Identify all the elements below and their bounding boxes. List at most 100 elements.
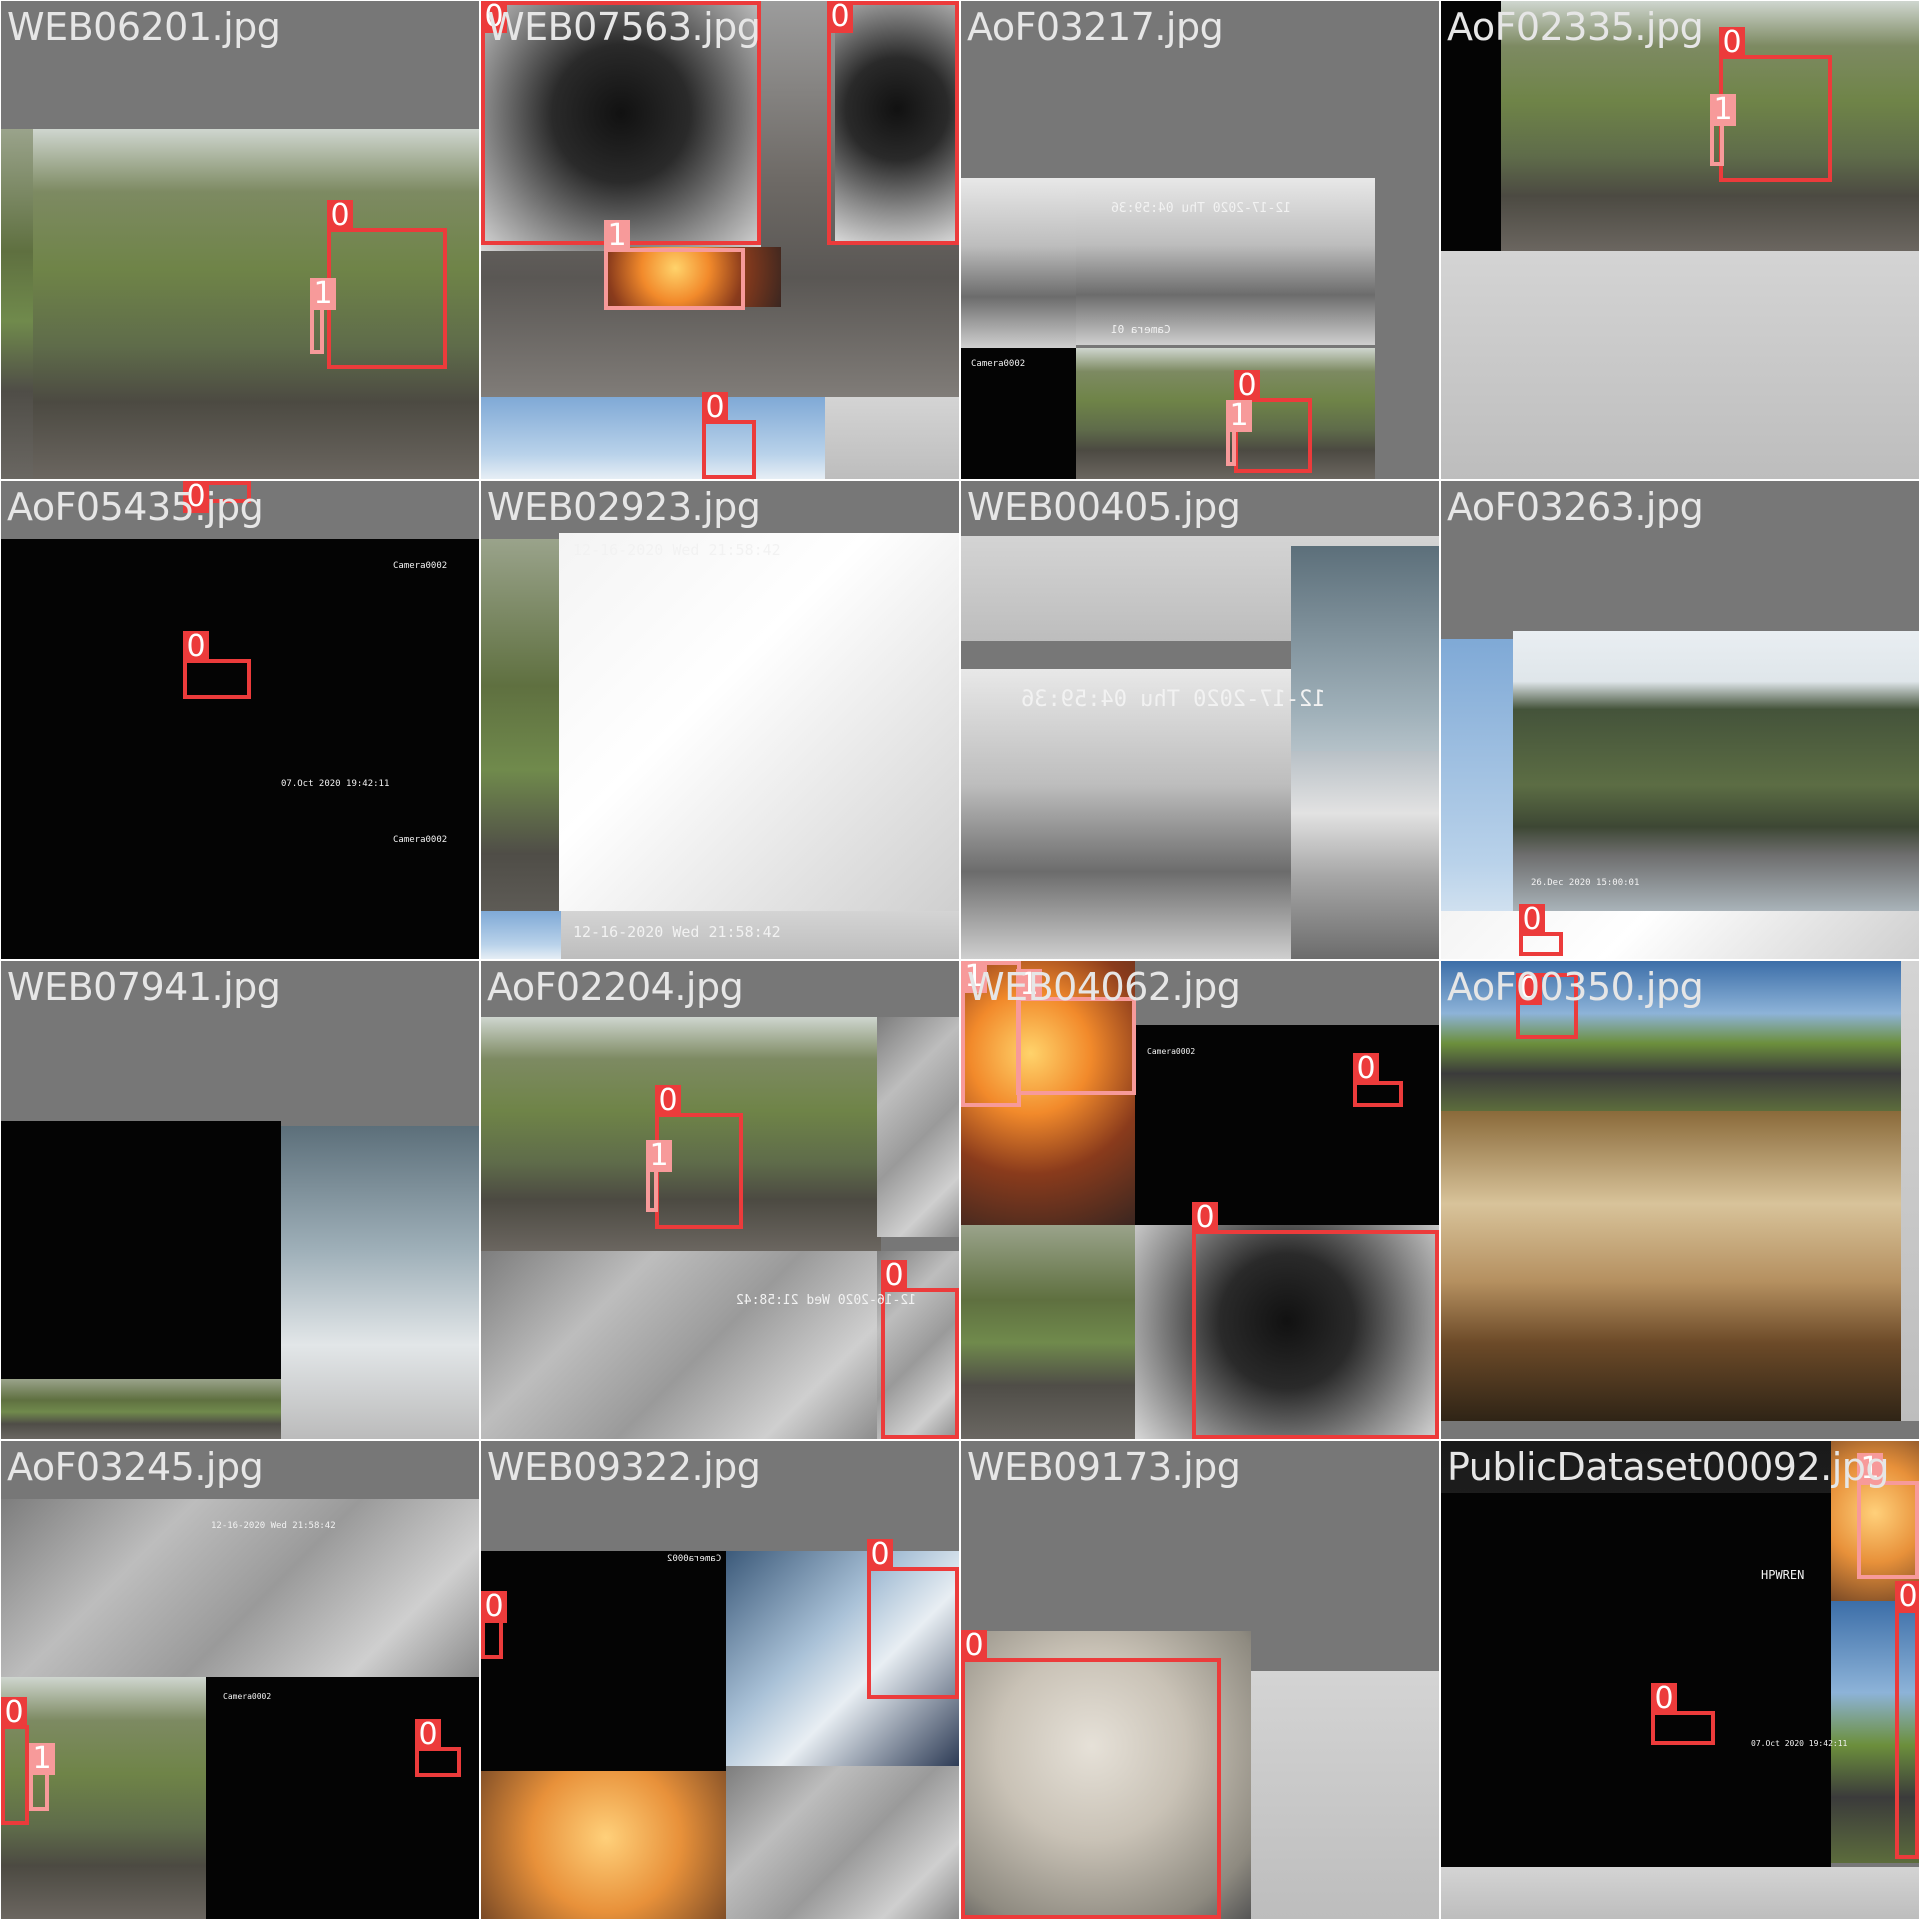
class-label-tag: 1 (604, 220, 630, 252)
class-label-tag: 1 (29, 1743, 55, 1775)
class-label-tag: 1 (1857, 1453, 1883, 1485)
class-label-tag: 0 (1895, 1581, 1919, 1613)
camera-overlay-text: HPWREN (1761, 1568, 1805, 1582)
image-filename-label: WEB04062.jpg (967, 965, 1241, 1009)
image-filename-label: PublicDataset00092.jpg (1447, 1445, 1890, 1489)
photo-crop (1, 129, 479, 479)
class-label-tag: 0 (867, 1539, 893, 1571)
photo-crop (1076, 178, 1375, 345)
photo-crop (1441, 1, 1501, 251)
photo-crop (961, 1631, 1251, 1919)
photo-crop (1441, 251, 1919, 479)
mosaic-tile: 12-16-2020 Wed 21:58:42 Camera0002 0 1 0 AoF0… (1, 1441, 479, 1919)
class-label-tag: 0 (1516, 973, 1542, 1005)
image-filename-label: WEB02923.jpg (487, 485, 761, 529)
camera-overlay-text: 12-16-2020 Wed 21:58:42 (573, 541, 781, 559)
mosaic-tile: WEB07941.jpg (1, 961, 479, 1439)
detection-box-class-0: 0 (1519, 904, 1563, 956)
photo-crop (1441, 1111, 1919, 1421)
photo-crop (605, 247, 781, 307)
camera-overlay-text: 12-17-2020 Thu 04:59:36 (1021, 687, 1326, 712)
class-label-tag: 1 (1710, 94, 1736, 126)
camera-overlay-text: 07.Oct 2020 19:42:11 (1751, 1739, 1848, 1748)
class-label-tag: 0 (655, 1085, 681, 1117)
mosaic-tile: Camera0002 1 1 0 0 WEB04062.jpg (961, 961, 1439, 1439)
camera-overlay-text: 12-16-2020 Wed 21:58:42 (736, 1293, 917, 1308)
photo-crop (1441, 1493, 1831, 1867)
mosaic-tile: 0 1 WEB06201.jpg (1, 1, 479, 479)
photo-crop (1, 1499, 479, 1677)
class-label-tag: 1 (310, 278, 336, 310)
image-filename-label: WEB06201.jpg (7, 5, 281, 49)
photo-crop (1831, 1601, 1919, 1863)
detection-box-class-0: 0 (1353, 1053, 1403, 1107)
mosaic-tile: 0 1 AoF02335.jpg (1441, 1, 1919, 479)
photo-crop (726, 1551, 959, 1766)
image-filename-label: AoF03217.jpg (967, 5, 1224, 49)
class-label-tag: 1 (1226, 400, 1252, 432)
image-filename-label: AoF02335.jpg (1447, 5, 1704, 49)
image-filename-label: AoF03263.jpg (1447, 485, 1704, 529)
detection-box-class-0: 0 (1895, 1581, 1919, 1859)
detection-box-class-1: 1 (1857, 1453, 1919, 1579)
photo-crop (481, 1251, 881, 1439)
image-filename-label: AoF03245.jpg (7, 1445, 264, 1489)
image-filename-label: WEB00405.jpg (967, 485, 1241, 529)
camera-overlay-text: Camera0002 (1147, 1047, 1196, 1056)
photo-crop (1, 1677, 206, 1919)
photo-crop (1135, 1025, 1439, 1225)
class-label-tag: 0 (1519, 904, 1545, 936)
photo-crop (1135, 1225, 1439, 1439)
class-label-tag: 0 (327, 200, 353, 232)
camera-overlay-text: Camera0002 (223, 1692, 272, 1701)
camera-overlay-text: 26.Dec 2020 15:00:01 (1531, 878, 1640, 888)
photo-crop (1291, 751, 1439, 959)
photo-crop (481, 1, 761, 251)
photo-crop (877, 1017, 959, 1237)
detection-box-class-0: 0 (1516, 973, 1578, 1039)
image-filename-label: WEB09173.jpg (967, 1445, 1241, 1489)
photo-crop (206, 1677, 479, 1919)
mosaic-tile: 0 0 1 0 WEB07563.jpg (481, 1, 959, 479)
photo-crop (1901, 961, 1919, 1421)
detection-box-class-0: 0 (327, 200, 447, 369)
detection-box-class-0: 0 (702, 392, 756, 479)
photo-crop (481, 1017, 881, 1251)
mosaic-tile: Camera0002 0 0 WEB09322.jpg (481, 1441, 959, 1919)
detection-box-class-0: 0 (1651, 1683, 1715, 1745)
class-label-tag: 0 (1234, 370, 1260, 402)
class-label-tag: 1 (961, 961, 987, 993)
detection-box-class-1: 1 (961, 961, 1021, 1107)
camera-overlay-text: Camera0002 (393, 835, 448, 845)
class-label-tag: 0 (1192, 1202, 1218, 1234)
photo-crop (481, 911, 561, 959)
detection-box-class-1: 1 (1016, 969, 1136, 1095)
camera-overlay-text: 12-16-2020 Wed 21:58:42 (573, 923, 781, 941)
photo-crop (835, 1, 959, 241)
photo-crop (481, 539, 561, 959)
mosaic-tile: 0 AoF00350.jpg (1441, 961, 1919, 1439)
mosaic-tile: Camera0002 07.Oct 2020 19:42:11 Camera0002… (1, 481, 479, 959)
photo-crop (961, 348, 1076, 479)
class-label-tag: 0 (481, 1591, 507, 1623)
camera-overlay-text: Camera0002 (667, 1554, 722, 1564)
photo-crop (481, 1771, 731, 1919)
photo-crop (1441, 1867, 1919, 1919)
photo-crop (1441, 911, 1919, 959)
camera-overlay-text: Camera0002 (393, 561, 448, 571)
detection-box-class-0: 0 (827, 1, 959, 245)
camera-overlay-text: 12-16-2020 Wed 21:58:42 (211, 1521, 336, 1531)
detection-box-class-0: 0 (881, 1260, 959, 1439)
detection-box-class-1: 1 (310, 278, 336, 354)
class-label-tag: 1 (646, 1140, 672, 1172)
photo-crop (1, 129, 33, 479)
detection-box-class-1: 1 (29, 1743, 55, 1811)
camera-overlay-text: 12-17-2020 Thu 04:59:36 (1111, 201, 1292, 216)
detection-box-class-0: 0 (183, 631, 251, 699)
class-label-tag: 0 (1651, 1683, 1677, 1715)
camera-overlay-text: Camera0002 (971, 359, 1026, 369)
photo-crop (1, 539, 479, 959)
class-label-tag: 0 (827, 1, 853, 33)
detection-box-class-0: 0 (415, 1719, 461, 1777)
class-label-tag: 0 (881, 1260, 907, 1292)
